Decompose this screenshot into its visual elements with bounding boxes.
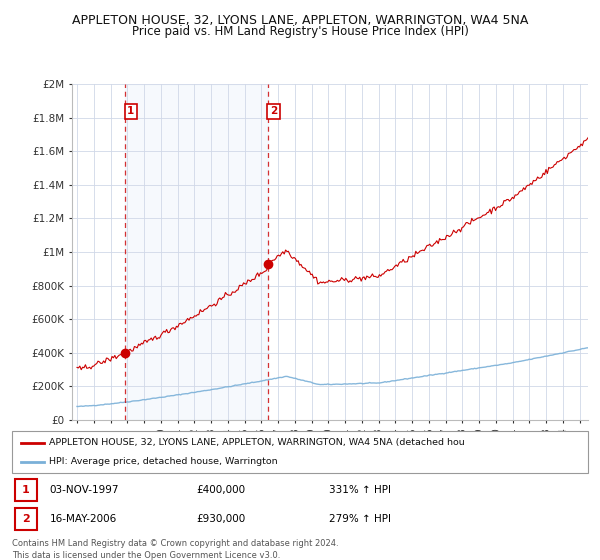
Text: 2: 2 (22, 514, 29, 524)
Text: 03-NOV-1997: 03-NOV-1997 (49, 485, 119, 495)
Text: Contains HM Land Registry data © Crown copyright and database right 2024.
This d: Contains HM Land Registry data © Crown c… (12, 539, 338, 559)
Text: APPLETON HOUSE, 32, LYONS LANE, APPLETON, WARRINGTON, WA4 5NA: APPLETON HOUSE, 32, LYONS LANE, APPLETON… (72, 14, 528, 27)
Bar (125, 84, 268, 420)
Text: HPI: Average price, detached house, Warrington: HPI: Average price, detached house, Warr… (49, 458, 278, 466)
Text: 279% ↑ HPI: 279% ↑ HPI (329, 514, 391, 524)
Text: 16-MAY-2006: 16-MAY-2006 (49, 514, 116, 524)
Text: 1: 1 (127, 106, 134, 116)
Text: 2: 2 (270, 106, 277, 116)
Text: 331% ↑ HPI: 331% ↑ HPI (329, 485, 391, 495)
FancyBboxPatch shape (15, 479, 37, 501)
Text: £930,000: £930,000 (196, 514, 245, 524)
Text: Price paid vs. HM Land Registry's House Price Index (HPI): Price paid vs. HM Land Registry's House … (131, 25, 469, 38)
Text: APPLETON HOUSE, 32, LYONS LANE, APPLETON, WARRINGTON, WA4 5NA (detached hou: APPLETON HOUSE, 32, LYONS LANE, APPLETON… (49, 438, 465, 447)
FancyBboxPatch shape (12, 431, 588, 473)
Text: 1: 1 (22, 485, 29, 495)
FancyBboxPatch shape (15, 508, 37, 530)
Text: £400,000: £400,000 (196, 485, 245, 495)
